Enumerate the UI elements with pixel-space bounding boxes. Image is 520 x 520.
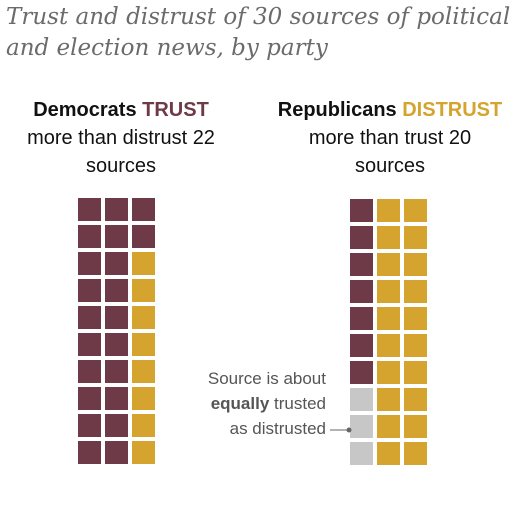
democrats-subtitle: more than distrust 22 [27, 127, 215, 149]
democrats-distrust-cell [132, 252, 155, 275]
republicans-distrust-cell [377, 226, 400, 249]
republicans-distrust-cell [377, 361, 400, 384]
democrats-trust-cell [105, 333, 128, 356]
democrats-trust-cell [78, 306, 101, 329]
democrats-trust-cell [78, 387, 101, 410]
republicans-distrust-cell [377, 415, 400, 438]
annotation-line-1: Source is about [207, 369, 326, 388]
republicans-trust-cell [350, 307, 373, 330]
equal-annotation: Source is about equally trusted as distr… [166, 366, 326, 441]
republicans-distrust-cell [404, 226, 427, 249]
democrats-trust-cell [105, 198, 128, 221]
republicans-trust-cell [350, 280, 373, 303]
republicans-distrust-cell [404, 388, 427, 411]
republicans-subtitle-end: sources [354, 155, 426, 177]
republicans-label: Republicans [277, 99, 397, 121]
annotation-bold-word: equally [210, 394, 270, 413]
annotation-line-2: equally trusted [166, 391, 326, 416]
democrats-trust-cell [105, 414, 128, 437]
republicans-trust-cell [350, 226, 373, 249]
democrats-trust-cell [78, 198, 101, 221]
democrats-distrust-cell [132, 279, 155, 302]
annotation-leader-dot [346, 427, 352, 433]
democrats-trust-cell [105, 441, 128, 464]
democrats-trust-cell [78, 441, 101, 464]
annotation-line-2-rest: trusted [269, 394, 326, 413]
democrats-distrust-cell [132, 441, 155, 464]
republicans-distrust-cell [377, 253, 400, 276]
republicans-trust-cell [350, 253, 373, 276]
republicans-distrust-cell [404, 361, 427, 384]
democrats-heading: Democrats TRUST more than distrust 22 so… [2, 96, 240, 180]
republicans-distrust-cell [404, 442, 427, 465]
democrats-trust-cell [78, 414, 101, 437]
republicans-distrust-cell [377, 280, 400, 303]
republicans-trust-cell [350, 334, 373, 357]
democrats-trust-cell [105, 360, 128, 383]
democrats-trust-cell [132, 225, 155, 248]
democrats-distrust-cell [132, 387, 155, 410]
democrats-trust-cell [78, 252, 101, 275]
democrats-label: Democrats [33, 99, 137, 121]
democrats-trust-cell [132, 198, 155, 221]
republicans-distrust-cell [404, 307, 427, 330]
republicans-equal-cell [350, 415, 373, 438]
democrats-trust-cell [105, 279, 128, 302]
democrats-distrust-cell [132, 306, 155, 329]
democrats-trust-cell [105, 252, 128, 275]
democrats-trust-cell [105, 225, 128, 248]
democrats-trust-cell [105, 306, 128, 329]
republicans-distrust-cell [404, 280, 427, 303]
republicans-heading: Republicans DISTRUST more than trust 20 … [266, 96, 514, 180]
republicans-equal-cell [350, 442, 373, 465]
waffle-cells [78, 198, 427, 465]
republicans-distrust-cell [377, 199, 400, 222]
democrats-trust-cell [105, 387, 128, 410]
democrats-subtitle-end: sources [85, 155, 157, 177]
chart-title: Trust and distrust of 30 sources of poli… [6, 4, 511, 61]
republicans-verb: DISTRUST [402, 99, 503, 121]
democrats-trust-cell [78, 279, 101, 302]
republicans-distrust-cell [377, 442, 400, 465]
annotation-line-3: as distrusted [229, 419, 326, 438]
republicans-distrust-cell [377, 388, 400, 411]
republicans-distrust-cell [377, 307, 400, 330]
republicans-distrust-cell [377, 334, 400, 357]
democrats-trust-cell [78, 360, 101, 383]
republicans-equal-cell [350, 388, 373, 411]
democrats-verb: TRUST [142, 99, 209, 121]
democrats-trust-cell [78, 333, 101, 356]
republicans-distrust-cell [404, 199, 427, 222]
republicans-distrust-cell [404, 253, 427, 276]
republicans-trust-cell [350, 361, 373, 384]
democrats-distrust-cell [132, 414, 155, 437]
democrats-distrust-cell [132, 333, 155, 356]
republicans-distrust-cell [404, 334, 427, 357]
republicans-subtitle: more than trust 20 [308, 127, 472, 149]
democrats-distrust-cell [132, 360, 155, 383]
democrats-trust-cell [78, 225, 101, 248]
republicans-trust-cell [350, 199, 373, 222]
republicans-distrust-cell [404, 415, 427, 438]
